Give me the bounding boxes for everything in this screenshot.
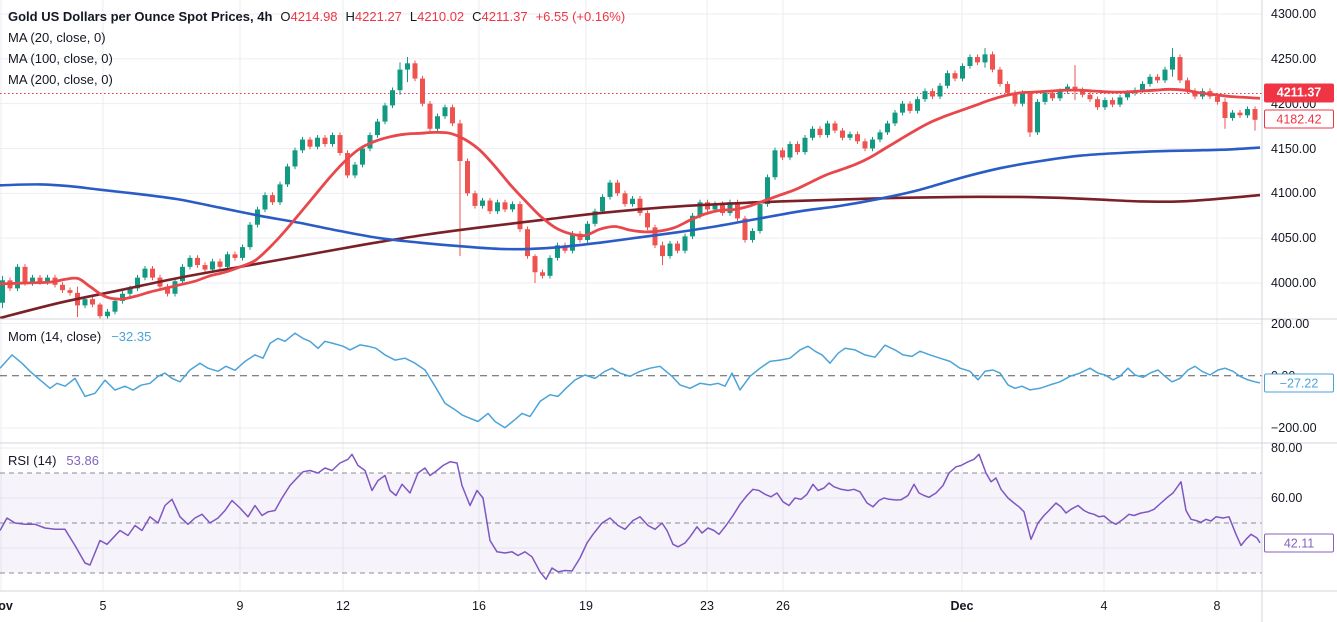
ma20-line	[0, 87, 1261, 301]
momentum-label: Mom (14, close)	[8, 329, 102, 344]
rsi-value: 53.86	[66, 453, 99, 468]
time-tick-label[interactable]: 12	[336, 599, 350, 613]
time-tick-label[interactable]: 23	[700, 599, 714, 613]
time-tick-label[interactable]: 4	[1100, 599, 1108, 613]
symbol-legend[interactable]: Gold US Dollars per Ounce Spot Prices, 4…	[8, 6, 625, 90]
rsi-label: RSI (14)	[8, 453, 57, 468]
time-tick-label[interactable]: Nov	[0, 599, 13, 613]
momentum-tick-label[interactable]: −200.00	[1271, 421, 1317, 435]
symbol-title-row[interactable]: Gold US Dollars per Ounce Spot Prices, 4…	[8, 6, 625, 27]
price-tick-label[interactable]: 4100.00	[1271, 186, 1317, 201]
ohlc-values: O4214.98 H4221.27 L4210.02 C4211.37	[272, 9, 527, 24]
time-tick-label[interactable]: 19	[579, 599, 593, 613]
high-label: H	[345, 9, 355, 24]
price-tick-label[interactable]: 4250.00	[1271, 51, 1317, 66]
rsi-legend[interactable]: RSI (14) 53.86	[8, 453, 99, 469]
ma100-line	[0, 146, 1261, 251]
ma200-line	[0, 193, 1261, 319]
time-axis[interactable]: Nov 5 9 12 16 19 23 26 Dec 4 8	[0, 591, 1337, 622]
open-label: O	[280, 9, 291, 24]
ma200-legend[interactable]: MA (200, close, 0)	[8, 72, 113, 87]
low-label: L	[409, 9, 418, 24]
price-level-badge: 4182.42	[1264, 109, 1334, 129]
time-tick-label[interactable]: 26	[776, 599, 790, 613]
time-tick-label[interactable]: Dec	[950, 599, 974, 613]
close-value: 4211.37	[481, 9, 528, 24]
rsi-line	[0, 453, 1261, 581]
time-tick-label[interactable]: 5	[99, 599, 107, 613]
price-tick-label[interactable]: 4000.00	[1271, 276, 1317, 290]
time-tick-label[interactable]: 16	[472, 599, 486, 613]
open-value: 4214.98	[290, 9, 338, 24]
momentum-tick-label[interactable]: 200.00	[1271, 316, 1310, 331]
momentum-legend[interactable]: Mom (14, close) −32.35	[8, 329, 151, 345]
candlestick-series	[0, 48, 1258, 319]
horizontal-gridlines	[0, 13, 1262, 549]
change-value: +6.55 (+0.16%)	[535, 9, 626, 24]
close-label: C	[472, 9, 482, 24]
rsi-tick-label[interactable]: 80.00	[1271, 441, 1303, 455]
rsi-tick-label[interactable]: 60.00	[1271, 491, 1303, 505]
momentum-value-badge: −27.22	[1264, 373, 1334, 393]
momentum-line	[0, 332, 1261, 429]
time-tick-label[interactable]: 9	[236, 599, 244, 613]
ma100-legend[interactable]: MA (100, close, 0)	[8, 51, 113, 66]
price-tick-label[interactable]: 4150.00	[1271, 141, 1317, 156]
high-value: 4221.27	[354, 9, 402, 24]
symbol-title: Gold US Dollars per Ounce Spot Prices, 4…	[8, 9, 273, 24]
ma20-legend[interactable]: MA (20, close, 0)	[8, 30, 106, 45]
low-value: 4210.02	[417, 9, 465, 24]
last-price-badge: 4211.37	[1264, 83, 1334, 103]
time-tick-label[interactable]: 8	[1213, 599, 1221, 613]
price-tick-label[interactable]: 4050.00	[1271, 231, 1317, 246]
momentum-value: −32.35	[111, 329, 152, 344]
rsi-value-badge: 42.11	[1264, 533, 1334, 553]
price-tick-label[interactable]: 4300.00	[1271, 7, 1317, 21]
